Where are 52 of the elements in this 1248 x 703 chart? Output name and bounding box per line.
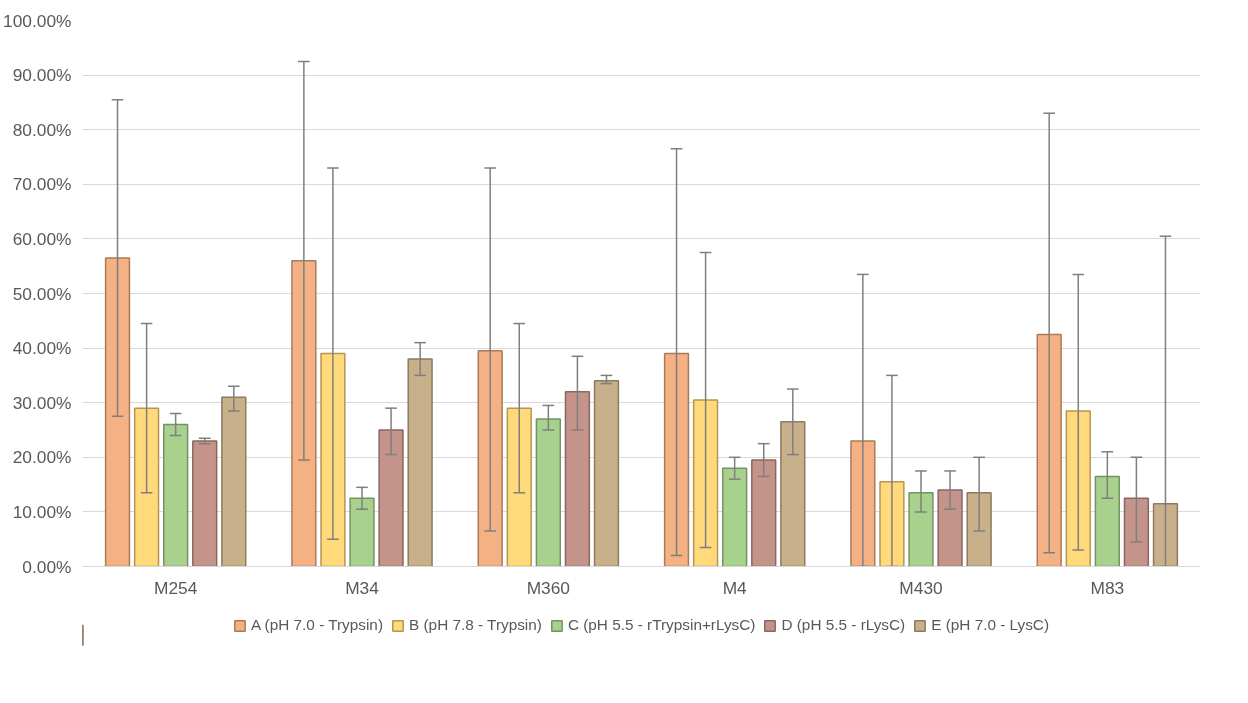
bar — [1065, 410, 1091, 567]
y-tick-label: 10.00% — [12, 501, 72, 522]
y-tick-label: 20.00% — [12, 447, 72, 468]
y-tick-label: 0.00% — [22, 556, 72, 577]
bar — [291, 259, 317, 567]
bar — [751, 459, 777, 567]
y-tick-label: 40.00% — [12, 338, 72, 359]
y-tick-label: 80.00% — [12, 119, 72, 140]
y-tick-label: 70.00% — [12, 174, 72, 195]
legend-label: D (pH 5.5 - rLysC) — [781, 616, 906, 634]
bar — [1123, 497, 1150, 567]
bar — [692, 399, 719, 567]
bar — [535, 418, 561, 567]
x-tick-label: M360 — [526, 577, 571, 598]
bar — [407, 358, 433, 567]
y-tick-label: 30.00% — [12, 392, 72, 413]
bar — [349, 497, 375, 567]
y-tick-label: 90.00% — [12, 65, 72, 86]
bar — [908, 492, 934, 567]
legend-label: C (pH 5.5 - rTrypsin+rLysC) — [567, 616, 756, 634]
y-tick-label: 50.00% — [12, 283, 72, 304]
x-tick-label: M254 — [153, 577, 198, 598]
bar — [722, 467, 748, 567]
bar — [104, 257, 131, 567]
bar — [564, 391, 591, 567]
y-tick-label: 60.00% — [12, 228, 72, 249]
bar — [780, 421, 806, 567]
bar — [133, 407, 160, 567]
bar — [163, 423, 189, 567]
bar — [506, 407, 532, 567]
bar — [663, 352, 690, 567]
legend-label: E (pH 7.0 - LysC) — [931, 616, 1050, 634]
bar — [593, 380, 620, 567]
bar — [192, 440, 218, 567]
x-tick-label: M34 — [345, 577, 380, 598]
legend-label: A (pH 7.0 - Trypsin) — [250, 616, 384, 634]
bar — [378, 429, 404, 567]
bar — [1094, 475, 1120, 567]
bar — [221, 396, 247, 567]
legend-label: B (pH 7.8 - Trypsin) — [409, 616, 542, 634]
bar — [1152, 502, 1179, 567]
y-tick-label: 100.00% — [3, 10, 72, 31]
x-tick-label: M4 — [722, 577, 748, 598]
bar — [879, 481, 905, 567]
bar — [937, 489, 963, 567]
bar — [850, 440, 876, 567]
bar — [1036, 333, 1062, 567]
x-tick-label: M430 — [899, 577, 943, 598]
bar — [320, 352, 346, 567]
bar — [966, 492, 992, 567]
bar — [477, 350, 503, 567]
x-tick-label: M83 — [1090, 577, 1125, 598]
